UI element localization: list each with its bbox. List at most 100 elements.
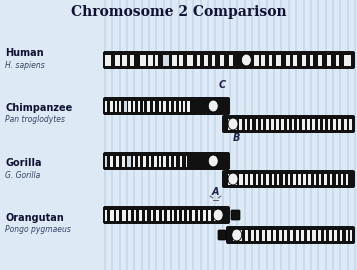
Bar	[197, 55, 201, 66]
Bar	[134, 210, 136, 221]
Bar	[110, 156, 113, 167]
Bar	[105, 210, 107, 221]
Bar	[293, 174, 296, 184]
Bar	[140, 210, 142, 221]
Bar	[276, 119, 279, 130]
Bar	[240, 174, 243, 184]
Bar	[256, 174, 258, 184]
Bar	[336, 174, 337, 184]
Ellipse shape	[228, 173, 238, 185]
Text: Chimpanzee: Chimpanzee	[5, 103, 72, 113]
Bar	[105, 100, 107, 112]
Bar	[172, 55, 177, 66]
Bar	[301, 230, 304, 241]
Bar	[186, 156, 187, 167]
Bar	[277, 174, 280, 184]
Bar	[314, 174, 316, 184]
Bar	[159, 100, 161, 112]
Bar	[287, 119, 289, 130]
Bar	[234, 174, 237, 184]
Bar	[296, 230, 298, 241]
Bar	[115, 100, 117, 112]
FancyBboxPatch shape	[222, 116, 355, 133]
Bar	[142, 100, 144, 112]
Bar	[180, 55, 183, 66]
Bar	[254, 55, 259, 66]
Bar	[245, 174, 248, 184]
Bar	[187, 100, 190, 112]
Bar	[269, 55, 272, 66]
FancyBboxPatch shape	[222, 170, 355, 187]
FancyBboxPatch shape	[104, 52, 355, 69]
Text: H. sapiens: H. sapiens	[5, 60, 45, 69]
Bar	[145, 210, 147, 221]
Bar	[272, 174, 274, 184]
Bar	[310, 55, 313, 66]
Text: B: B	[232, 133, 240, 143]
Bar	[212, 55, 215, 66]
Bar	[281, 119, 284, 130]
Bar	[349, 119, 352, 130]
Bar	[208, 210, 211, 221]
Bar	[240, 119, 242, 130]
Bar	[346, 230, 348, 241]
Bar	[147, 100, 150, 112]
Bar	[151, 210, 153, 221]
Bar	[177, 210, 180, 221]
Text: Pan troglodytes: Pan troglodytes	[5, 116, 65, 124]
FancyBboxPatch shape	[104, 207, 230, 224]
Text: Chromosome 2 Comparison: Chromosome 2 Comparison	[71, 5, 286, 19]
Bar	[167, 210, 170, 221]
Bar	[338, 119, 341, 130]
Bar	[266, 174, 268, 184]
Bar	[318, 230, 321, 241]
Text: Gorilla: Gorilla	[5, 158, 41, 168]
Bar	[122, 156, 125, 167]
Text: Human: Human	[5, 48, 44, 58]
Bar	[284, 230, 287, 241]
Bar	[262, 230, 265, 241]
Bar	[328, 119, 331, 130]
Bar	[336, 55, 340, 66]
Bar	[233, 230, 237, 241]
Bar	[245, 230, 248, 241]
Bar	[156, 210, 159, 221]
Bar	[127, 156, 131, 167]
Bar	[308, 174, 311, 184]
FancyBboxPatch shape	[226, 227, 355, 244]
Ellipse shape	[208, 100, 218, 112]
Bar	[228, 119, 232, 130]
Bar	[288, 174, 291, 184]
Bar	[183, 100, 185, 112]
Bar	[220, 55, 224, 66]
Ellipse shape	[213, 209, 223, 221]
Bar	[115, 55, 120, 66]
Bar	[261, 55, 265, 66]
Bar	[261, 119, 263, 130]
Bar	[327, 55, 331, 66]
Bar	[163, 55, 170, 66]
Bar	[214, 210, 216, 221]
Bar	[344, 55, 351, 66]
Bar	[137, 156, 140, 167]
Bar	[312, 230, 316, 241]
Bar	[234, 119, 237, 130]
Bar	[203, 210, 206, 221]
Bar	[130, 55, 134, 66]
Bar	[302, 55, 306, 66]
Bar	[266, 119, 268, 130]
Bar	[297, 119, 300, 130]
Bar	[228, 174, 232, 184]
Bar	[105, 156, 107, 167]
Bar	[162, 210, 164, 221]
Bar	[290, 230, 293, 241]
Bar	[261, 174, 263, 184]
Bar	[303, 174, 306, 184]
Bar	[187, 55, 193, 66]
Bar	[140, 55, 146, 66]
Ellipse shape	[241, 54, 251, 66]
Bar	[149, 156, 151, 167]
Bar	[318, 55, 322, 66]
Bar	[251, 230, 253, 241]
Bar	[307, 230, 310, 241]
